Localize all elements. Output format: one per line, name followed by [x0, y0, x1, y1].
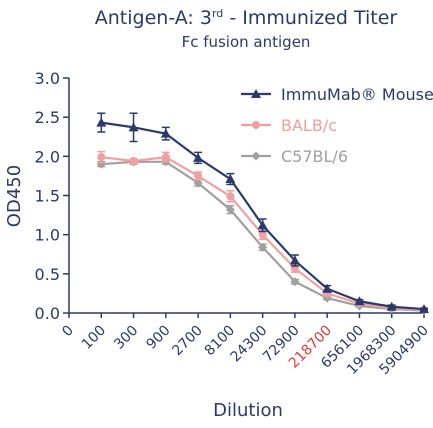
marker [290, 277, 300, 287]
marker [258, 242, 268, 252]
legend-label: BALB/c [281, 116, 337, 135]
y-axis-title: OD450 [4, 165, 25, 227]
legend-label: ImmuMab® Mouse [281, 85, 433, 104]
marker [252, 121, 260, 129]
marker [225, 174, 236, 184]
marker [97, 153, 106, 162]
chart-subtitle: Fc fusion antigen [182, 33, 311, 51]
marker [96, 117, 107, 127]
marker [322, 283, 333, 293]
marker [194, 171, 203, 180]
marker [128, 122, 139, 132]
y-tick-label: 1.5 [35, 187, 60, 206]
marker [225, 205, 235, 215]
x-axis-title: Dilution [213, 400, 283, 421]
chart-title: Antigen-A: 3rd - Immunized Titer [95, 7, 398, 29]
x-tick-label: 300 [111, 323, 141, 353]
title-superscript: rd [212, 7, 223, 20]
marker [251, 89, 261, 98]
y-tick-label: 0.5 [35, 265, 60, 284]
marker [251, 151, 261, 161]
y-tick-label: 3.0 [35, 69, 60, 88]
x-tick-label: 2700 [169, 323, 206, 360]
y-tick-label: 1.0 [35, 226, 60, 245]
marker [193, 178, 203, 188]
x-tick-label: 0 [59, 323, 77, 341]
marker [257, 220, 268, 230]
marker [258, 230, 267, 239]
marker [226, 192, 235, 201]
series-line [101, 121, 425, 311]
x-tick-label: 100 [79, 323, 109, 353]
y-tick-label: 0.0 [35, 304, 60, 323]
title-part: - Immunized Titer [223, 7, 397, 29]
marker [289, 255, 300, 265]
marker [419, 304, 429, 314]
marker [386, 301, 397, 311]
y-tick-label: 2.0 [35, 147, 60, 166]
marker [161, 153, 170, 162]
marker [354, 296, 365, 306]
title-part: Antigen-A: 3 [95, 7, 212, 29]
legend-label: C57BL/6 [281, 147, 348, 166]
marker [160, 128, 171, 138]
marker [129, 157, 138, 166]
y-tick-label: 2.5 [35, 108, 60, 127]
marker [193, 152, 204, 162]
